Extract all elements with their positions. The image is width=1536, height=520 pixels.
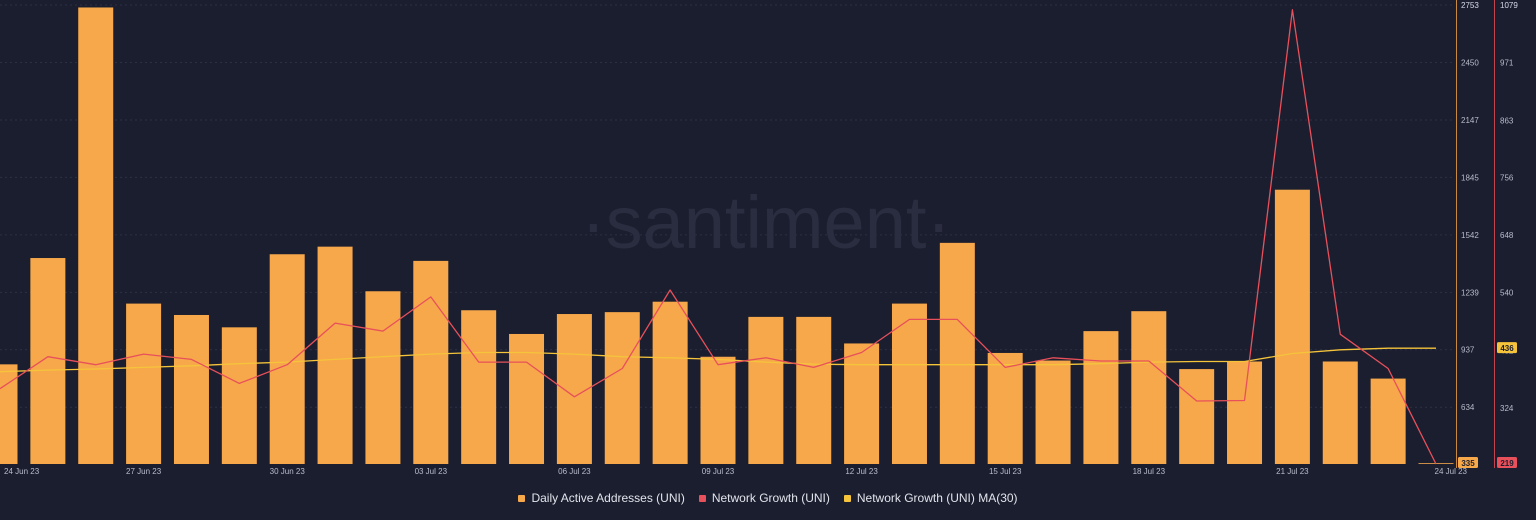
- legend-swatch-network-growth-ma30: [843, 494, 851, 502]
- left-axis-tick-label: 634: [1461, 403, 1475, 412]
- bar: [700, 356, 736, 464]
- right-axis-ma-badge-text: 436: [1500, 344, 1514, 353]
- bar: [652, 301, 688, 464]
- left-axis-tick-label: 2450: [1461, 59, 1479, 68]
- bar: [748, 316, 784, 464]
- bar: [461, 310, 497, 464]
- right-axis-max-label: 1079: [1500, 1, 1518, 10]
- right-axis-tick-label: 540: [1500, 289, 1514, 298]
- x-axis-tick-label: 15 Jul 23: [989, 467, 1022, 476]
- legend-item-network-growth[interactable]: Network Growth (UNI): [698, 491, 830, 505]
- right-axis-tick-label: 971: [1500, 59, 1514, 68]
- left-axis-current-badge-bg: [1458, 457, 1478, 468]
- bar: [221, 327, 257, 464]
- left-axis-tick-label: 1239: [1461, 288, 1479, 297]
- series-line-network-growth-ma30: [0, 347, 1436, 373]
- right-axis-current-badge-text: 219: [1500, 459, 1514, 468]
- bar: [1035, 360, 1071, 464]
- legend-label-daily-active-addresses: Daily Active Addresses (UNI): [531, 491, 685, 505]
- left-axis-tick-label: 2753: [1461, 1, 1479, 10]
- bar: [126, 303, 162, 464]
- left-axis-tick-label: 1542: [1461, 231, 1479, 240]
- axes: 6349371239154218452147245027533244325406…: [4, 0, 1518, 476]
- bar: [30, 258, 66, 464]
- bar: [413, 260, 449, 464]
- bar: [939, 242, 975, 464]
- bars-daily-active-addresses: [0, 7, 1454, 464]
- bar: [1370, 378, 1406, 464]
- bar: [1227, 361, 1263, 464]
- bar: [1083, 331, 1119, 464]
- x-axis-tick-label: 03 Jul 23: [415, 467, 448, 476]
- legend-swatch-network-growth: [698, 494, 706, 502]
- bar: [891, 303, 927, 464]
- bar: [796, 316, 832, 464]
- left-axis-tick-label: 2147: [1461, 116, 1479, 125]
- right-axis-ma-badge: 436: [1497, 342, 1517, 354]
- bar: [1179, 369, 1215, 464]
- chart-area: ·santiment· 634 937 1239 1542 1845 2147 2450 27…: [0, 0, 1518, 476]
- right-axis-tick-label: 1079: [1500, 1, 1518, 10]
- right-axis-current-badge: 219: [1497, 457, 1517, 468]
- legend-swatch-daily-active-addresses: [518, 494, 526, 502]
- series-line-network-growth: [0, 9, 1437, 465]
- x-axis-tick-label: 12 Jul 23: [845, 467, 878, 476]
- bar: [1274, 189, 1310, 464]
- watermark: ·santiment·: [581, 181, 951, 264]
- right-axis-tick-label: 756: [1500, 173, 1514, 182]
- bar: [844, 343, 880, 464]
- legend: Daily Active Addresses (UNI) Network Gro…: [0, 491, 1536, 505]
- bar: [365, 291, 401, 464]
- right-axis-tick-label: 648: [1500, 231, 1514, 240]
- legend-label-network-growth-ma30: Network Growth (UNI) MA(30): [856, 491, 1018, 505]
- left-axis-current-badge: 335: [1458, 457, 1478, 468]
- bar: [173, 314, 209, 464]
- right-axis-tick-label: 863: [1500, 116, 1514, 125]
- x-axis-tick-label: 06 Jul 23: [558, 467, 591, 476]
- x-axis-tick-label: 24 Jun 23: [4, 467, 40, 476]
- right-axis-tick-label: 324: [1500, 404, 1514, 413]
- lines: [0, 9, 1437, 465]
- bar: [604, 312, 640, 464]
- legend-item-daily-active-addresses[interactable]: Daily Active Addresses (UNI): [518, 491, 685, 505]
- x-axis-tick-label: 27 Jun 23: [126, 467, 162, 476]
- x-axis-tick-label: 09 Jul 23: [702, 467, 735, 476]
- x-axis-tick-label: 18 Jul 23: [1133, 467, 1166, 476]
- left-axis-max-label: 2753: [1461, 1, 1479, 10]
- x-axis-tick-label: 21 Jul 23: [1276, 467, 1309, 476]
- bar: [1322, 361, 1358, 464]
- left-axis-tick-label: 1845: [1461, 173, 1479, 182]
- right-axis-ma-badge-bg: [1497, 342, 1517, 354]
- bar: [317, 246, 353, 464]
- x-axis-tick-label: 24 Jul 23: [1435, 467, 1468, 476]
- bar: [0, 364, 18, 464]
- legend-item-network-growth-ma30[interactable]: Network Growth (UNI) MA(30): [843, 491, 1018, 505]
- right-axis-current-badge-bg: [1497, 457, 1517, 468]
- x-axis-tick-label: 30 Jun 23: [270, 467, 306, 476]
- bar: [78, 7, 114, 464]
- legend-label-network-growth: Network Growth (UNI): [711, 491, 830, 505]
- bar: [269, 254, 305, 464]
- bar: [987, 352, 1023, 464]
- bar: [509, 333, 545, 464]
- left-axis-current-badge-text: 335: [1461, 459, 1475, 468]
- bar: [1131, 311, 1167, 464]
- left-axis-tick-label: 937: [1461, 346, 1475, 355]
